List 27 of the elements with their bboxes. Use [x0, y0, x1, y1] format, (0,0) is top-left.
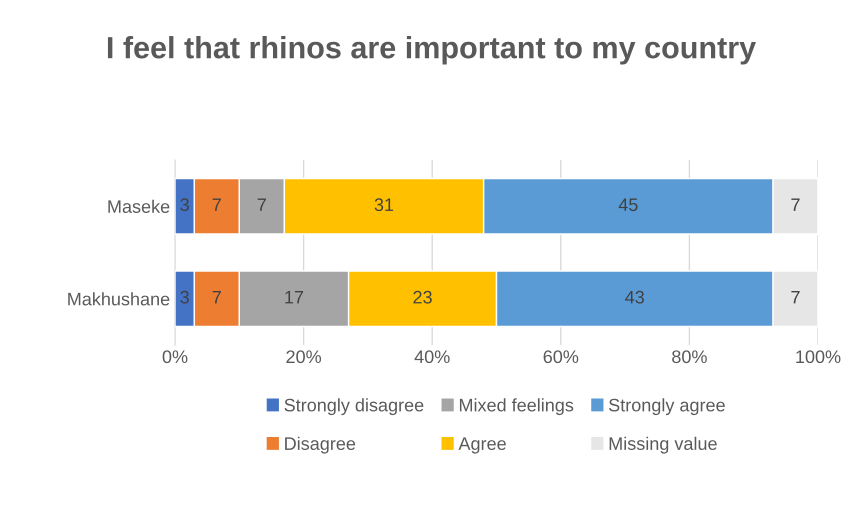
chart-title: I feel that rhinos are important to my country [108, 36, 756, 65]
x-tick-label: 100% [796, 350, 840, 364]
x-tick-label: 20% [286, 350, 322, 364]
x-tick-label: 80% [672, 350, 707, 364]
legend-label: Strongly agree [608, 398, 725, 416]
legend-label: Missing value [610, 436, 717, 454]
data-label: 23 [413, 290, 432, 304]
y-tick-label: Maseke [108, 200, 170, 213]
data-label: 7 [212, 198, 221, 211]
data-label: 7 [791, 290, 800, 304]
data-label: 3 [180, 198, 189, 212]
x-tick-label: 40% [414, 350, 450, 364]
y-tick-label: Makhushane [68, 292, 170, 306]
data-label: 45 [618, 198, 638, 212]
data-label: 43 [625, 290, 644, 304]
x-tick-label: 0% [162, 350, 188, 364]
legend-label: Mixed feelings [460, 398, 574, 416]
data-label: 17 [285, 290, 304, 304]
data-label: 31 [374, 198, 394, 212]
legend-label: Strongly disagree [284, 398, 424, 416]
data-label: 7 [212, 290, 221, 304]
legend-label: Agree [458, 437, 506, 454]
legend-label: Disagree [285, 436, 356, 454]
data-label: 7 [258, 198, 266, 211]
x-tick-label: 60% [544, 350, 578, 364]
data-label: 7 [791, 198, 800, 211]
data-label: 3 [180, 290, 189, 304]
